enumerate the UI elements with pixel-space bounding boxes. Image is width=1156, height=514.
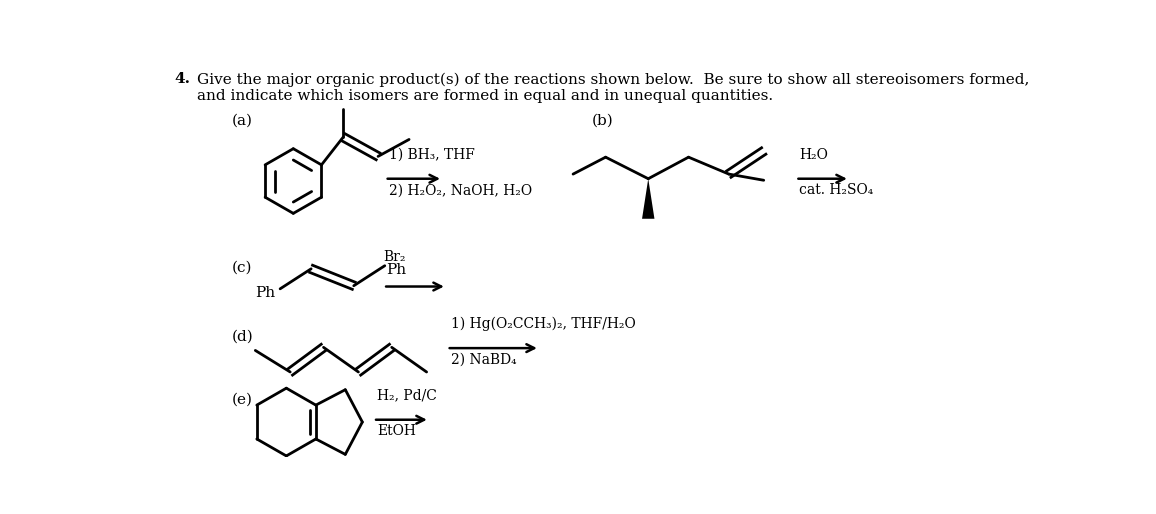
Text: Br₂: Br₂ xyxy=(383,250,406,264)
Text: (a): (a) xyxy=(232,114,253,128)
Text: (e): (e) xyxy=(232,393,253,407)
Text: Ph: Ph xyxy=(386,263,407,277)
Text: EtOH: EtOH xyxy=(377,424,416,437)
Polygon shape xyxy=(642,179,654,219)
Text: Ph: Ph xyxy=(255,286,275,300)
Text: Give the major organic product(s) of the reactions shown below.  Be sure to show: Give the major organic product(s) of the… xyxy=(198,72,1030,87)
Text: (d): (d) xyxy=(232,329,254,344)
Text: H₂O: H₂O xyxy=(800,148,828,162)
Text: (c): (c) xyxy=(232,260,252,274)
Text: 1) Hg(O₂CCH₃)₂, THF/H₂O: 1) Hg(O₂CCH₃)₂, THF/H₂O xyxy=(451,317,636,331)
Text: 1) BH₃, THF: 1) BH₃, THF xyxy=(388,148,474,162)
Text: (b): (b) xyxy=(592,114,614,128)
Text: and indicate which isomers are formed in equal and in unequal quantities.: and indicate which isomers are formed in… xyxy=(198,89,773,103)
Text: cat. H₂SO₄: cat. H₂SO₄ xyxy=(800,183,874,197)
Text: H₂, Pd/C: H₂, Pd/C xyxy=(377,388,437,402)
Text: 2) NaBD₄: 2) NaBD₄ xyxy=(451,353,517,367)
Text: 2) H₂O₂, NaOH, H₂O: 2) H₂O₂, NaOH, H₂O xyxy=(388,183,532,197)
Text: 4.: 4. xyxy=(173,72,190,86)
